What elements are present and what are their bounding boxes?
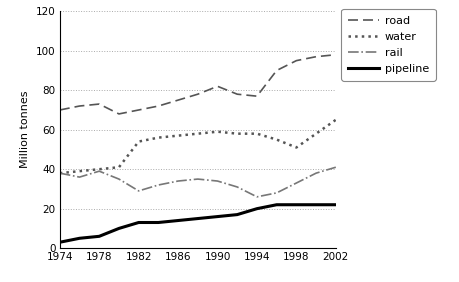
pipeline <box>135 221 141 224</box>
pipeline <box>214 215 220 218</box>
road <box>57 108 62 112</box>
pipeline <box>175 219 180 222</box>
water <box>313 132 318 135</box>
pipeline <box>313 203 318 206</box>
water <box>214 130 220 133</box>
rail <box>96 169 102 173</box>
pipeline <box>77 237 82 240</box>
rail <box>175 179 180 183</box>
water <box>293 146 298 149</box>
road <box>234 92 240 96</box>
road <box>214 85 220 88</box>
road <box>313 55 318 58</box>
rail <box>135 189 141 193</box>
pipeline <box>293 203 298 206</box>
road <box>155 104 161 108</box>
rail <box>214 179 220 183</box>
pipeline <box>273 203 279 206</box>
pipeline <box>116 227 122 230</box>
road <box>332 53 338 56</box>
rail <box>234 185 240 189</box>
pipeline <box>96 235 102 238</box>
rail <box>254 195 259 199</box>
pipeline <box>195 217 200 220</box>
Line: water: water <box>60 120 335 173</box>
pipeline <box>155 221 161 224</box>
water <box>175 134 180 137</box>
rail <box>332 166 338 169</box>
water <box>234 132 240 135</box>
road <box>135 108 141 112</box>
road <box>293 59 298 62</box>
rail <box>77 175 82 179</box>
water <box>116 166 122 169</box>
Line: pipeline: pipeline <box>60 205 335 242</box>
pipeline <box>332 203 338 206</box>
water <box>273 138 279 141</box>
Y-axis label: Million tonnes: Million tonnes <box>20 91 30 168</box>
road <box>175 98 180 102</box>
water <box>332 118 338 122</box>
rail <box>273 191 279 195</box>
rail <box>116 177 122 181</box>
water <box>135 140 141 143</box>
rail <box>293 181 298 185</box>
road <box>116 112 122 116</box>
water <box>155 136 161 139</box>
Legend: road, water, rail, pipeline: road, water, rail, pipeline <box>341 9 435 81</box>
pipeline <box>254 207 259 210</box>
road <box>254 94 259 98</box>
road <box>195 92 200 96</box>
water <box>195 132 200 135</box>
water <box>77 169 82 173</box>
road <box>96 102 102 106</box>
pipeline <box>57 241 62 244</box>
road <box>77 104 82 108</box>
Line: rail: rail <box>60 167 335 197</box>
water <box>57 171 62 175</box>
Line: road: road <box>60 55 335 114</box>
pipeline <box>234 213 240 216</box>
water <box>96 168 102 171</box>
rail <box>195 177 200 181</box>
rail <box>57 171 62 175</box>
rail <box>313 171 318 175</box>
water <box>254 132 259 135</box>
road <box>273 69 279 72</box>
rail <box>155 183 161 187</box>
